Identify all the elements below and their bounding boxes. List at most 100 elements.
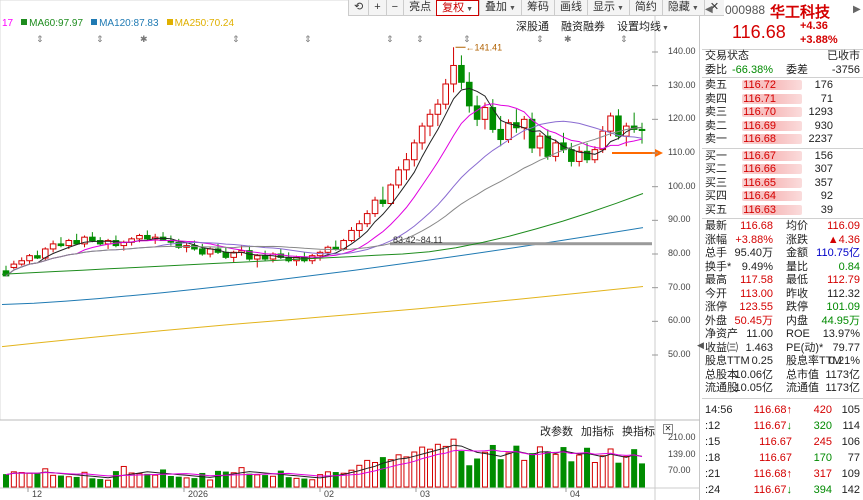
toolbar-button[interactable]: 简约 bbox=[628, 0, 662, 16]
volume-bar[interactable] bbox=[160, 469, 167, 488]
collapse-panel-icon[interactable]: ◀ bbox=[697, 340, 704, 350]
candle-body[interactable] bbox=[434, 103, 442, 115]
volume-bar[interactable] bbox=[120, 465, 127, 488]
volume-bar[interactable] bbox=[277, 470, 284, 488]
sell-row[interactable]: 卖五 116.72 176 bbox=[702, 79, 863, 93]
toolbar-button[interactable]: 叠加 ▼ bbox=[479, 0, 521, 16]
candle-body[interactable] bbox=[520, 118, 528, 129]
volume-bar[interactable] bbox=[50, 474, 57, 488]
candle-body[interactable] bbox=[18, 260, 26, 265]
volume-bar[interactable] bbox=[481, 451, 488, 488]
candle-body[interactable] bbox=[57, 243, 65, 247]
candle-body[interactable] bbox=[395, 169, 402, 186]
volume-bar[interactable] bbox=[81, 471, 88, 488]
subtoolbar-button[interactable]: 融资融券 bbox=[555, 18, 611, 34]
candle-body[interactable] bbox=[206, 248, 214, 255]
volume-bar[interactable] bbox=[144, 473, 151, 488]
candle-body[interactable] bbox=[575, 150, 583, 162]
candle-body[interactable] bbox=[379, 199, 387, 204]
close-icon[interactable]: ✕ bbox=[663, 424, 673, 434]
volume-bar[interactable] bbox=[97, 479, 104, 488]
candle-body[interactable] bbox=[348, 229, 355, 242]
candle-body[interactable] bbox=[363, 213, 371, 225]
volume-bar[interactable] bbox=[215, 470, 221, 488]
volume-bar[interactable] bbox=[442, 445, 449, 488]
buy-row[interactable]: 买二 116.66 307 bbox=[702, 163, 863, 177]
candle-body[interactable] bbox=[528, 118, 536, 149]
volume-bar[interactable] bbox=[560, 447, 567, 488]
volume-bar[interactable] bbox=[411, 451, 418, 488]
event-marker-icon[interactable]: ⇕ bbox=[536, 34, 544, 44]
candle-body[interactable] bbox=[371, 199, 379, 215]
volume-bar[interactable] bbox=[615, 462, 622, 488]
volume-bar[interactable] bbox=[246, 473, 253, 488]
volume-bar[interactable] bbox=[434, 443, 441, 488]
volume-bar[interactable] bbox=[73, 476, 80, 488]
toolbar-button[interactable]: 筹码 bbox=[520, 0, 554, 16]
volume-bar[interactable] bbox=[301, 478, 308, 488]
candle-body[interactable] bbox=[410, 142, 418, 161]
candle-body[interactable] bbox=[638, 128, 646, 132]
candle-body[interactable] bbox=[89, 236, 96, 242]
volume-bar[interactable] bbox=[403, 456, 410, 488]
volume-bar[interactable] bbox=[552, 453, 559, 488]
volume-bar[interactable] bbox=[372, 462, 379, 488]
candle-body[interactable] bbox=[261, 255, 269, 260]
volume-bar[interactable] bbox=[3, 474, 9, 488]
candle-body[interactable] bbox=[418, 125, 426, 144]
candle-body[interactable] bbox=[568, 149, 575, 162]
subtoolbar-button[interactable]: 深股通 bbox=[510, 18, 555, 34]
volume-bar[interactable] bbox=[379, 457, 386, 488]
event-marker-icon[interactable]: ⇕ bbox=[304, 34, 312, 44]
volume-bar[interactable] bbox=[529, 453, 536, 488]
volume-bar[interactable] bbox=[167, 476, 174, 488]
volume-bar[interactable] bbox=[191, 478, 198, 488]
volume-bar[interactable] bbox=[65, 476, 72, 488]
candle-body[interactable] bbox=[2, 270, 10, 277]
toolbar-button[interactable]: 画线 bbox=[553, 0, 587, 16]
candle-body[interactable] bbox=[497, 128, 504, 141]
volume-bar[interactable] bbox=[199, 472, 206, 488]
volume-bar[interactable] bbox=[26, 472, 33, 488]
volume-bar[interactable] bbox=[513, 445, 520, 488]
sell-row[interactable]: 卖四 116.71 71 bbox=[702, 93, 863, 107]
volume-bar[interactable] bbox=[505, 452, 512, 488]
volume-toolbar-button[interactable]: 加指标 bbox=[581, 426, 614, 438]
volume-bar[interactable] bbox=[57, 475, 64, 488]
volume-bar[interactable] bbox=[128, 472, 135, 488]
volume-bar[interactable] bbox=[576, 454, 583, 488]
candle-body[interactable] bbox=[253, 255, 261, 260]
candle-body[interactable] bbox=[73, 240, 80, 245]
subtoolbar-button[interactable]: 设置均线▼ bbox=[611, 18, 675, 34]
candle-body[interactable] bbox=[136, 234, 143, 240]
toolbar-button[interactable]: 显示 ▼ bbox=[586, 0, 629, 16]
toolbar-button[interactable]: + bbox=[368, 0, 385, 16]
volume-bar[interactable] bbox=[599, 455, 606, 488]
volume-bar[interactable] bbox=[544, 451, 551, 488]
candle-body[interactable] bbox=[191, 245, 198, 250]
event-marker-icon[interactable]: ⇕ bbox=[620, 34, 628, 44]
event-marker-icon[interactable]: ⇕ bbox=[96, 34, 104, 44]
candle-body[interactable] bbox=[505, 122, 512, 141]
candle-body[interactable] bbox=[198, 248, 206, 255]
event-marker-icon[interactable]: ✱ bbox=[140, 34, 148, 44]
volume-bar[interactable] bbox=[105, 479, 112, 488]
candle-body[interactable] bbox=[583, 150, 591, 161]
volume-bar[interactable] bbox=[222, 471, 229, 488]
candle-body[interactable] bbox=[175, 241, 183, 248]
buy-row[interactable]: 买五 116.63 39 bbox=[702, 204, 863, 218]
candle-body[interactable] bbox=[65, 240, 73, 247]
candle-body[interactable] bbox=[96, 240, 104, 245]
event-marker-icon[interactable]: ⇕ bbox=[36, 34, 44, 44]
volume-bar[interactable] bbox=[623, 455, 630, 488]
buy-row[interactable]: 买一 116.67 156 bbox=[702, 150, 863, 164]
candle-body[interactable] bbox=[356, 223, 363, 231]
candle-body[interactable] bbox=[458, 64, 465, 83]
volume-bar[interactable] bbox=[387, 459, 394, 488]
candle-body[interactable] bbox=[10, 263, 18, 268]
volume-bar[interactable] bbox=[450, 438, 457, 488]
candle-body[interactable] bbox=[450, 64, 457, 85]
volume-bar[interactable] bbox=[419, 446, 426, 488]
candle-body[interactable] bbox=[230, 251, 238, 258]
